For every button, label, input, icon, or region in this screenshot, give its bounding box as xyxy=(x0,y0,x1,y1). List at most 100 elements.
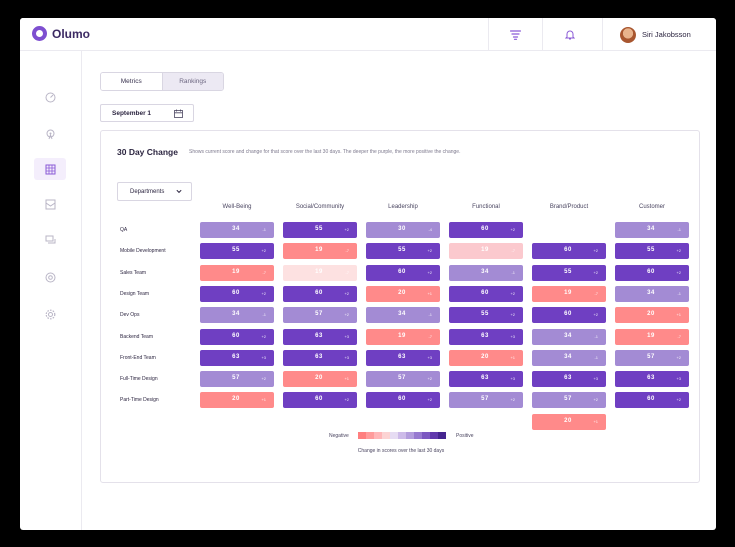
heatmap-cell[interactable]: 63 +3 xyxy=(615,371,689,388)
heatmap-cell[interactable]: 34 -1 xyxy=(366,307,440,324)
heatmap-cell[interactable]: 20 +1 xyxy=(615,307,689,324)
legend-swatch xyxy=(358,432,366,439)
cell-score: 60 xyxy=(647,268,655,275)
cell-change: +3 xyxy=(676,376,681,382)
cell-change: +1 xyxy=(344,376,349,382)
heatmap-cell[interactable]: 60 +2 xyxy=(615,264,689,281)
row-label: Sales Team xyxy=(120,269,147,276)
departments-dropdown[interactable]: Departments xyxy=(117,182,192,201)
cell-change: -7 xyxy=(428,333,432,339)
heatmap-cell[interactable]: 19 -7 xyxy=(283,264,357,281)
user-menu[interactable]: Siri Jakobsson xyxy=(602,18,716,51)
sidebar-item-metrics[interactable] xyxy=(34,158,66,180)
heatmap-cell[interactable]: 55 +2 xyxy=(532,264,606,281)
heatmap-cell[interactable]: 60 +2 xyxy=(449,222,523,238)
cell-score: 63 xyxy=(564,375,572,382)
filter-button[interactable] xyxy=(488,18,542,51)
heatmap-cell[interactable]: 63 +3 xyxy=(449,328,523,345)
sidebar-item-inbox[interactable] xyxy=(34,193,66,215)
heatmap-cell[interactable]: 34 -1 xyxy=(532,349,606,366)
cell-score: 30 xyxy=(398,226,406,232)
cell-change: +2 xyxy=(676,354,681,360)
cell-score: 19 xyxy=(315,268,323,275)
heatmap-cell[interactable]: 60 +2 xyxy=(283,392,357,409)
heatmap-cell[interactable]: 20 +1 xyxy=(366,285,440,302)
heatmap-cell[interactable]: 55 +2 xyxy=(200,243,274,260)
cell-change: -1 xyxy=(677,227,681,232)
sidebar-item-analytics[interactable] xyxy=(34,266,66,288)
heatmap-cell[interactable]: 55 +2 xyxy=(366,243,440,260)
heatmap-cell[interactable]: 19 -7 xyxy=(366,328,440,345)
app-screen: Olumo Siri Jakobsson xyxy=(20,18,716,530)
tab-rankings[interactable]: Rankings xyxy=(161,73,223,90)
cell-change: +2 xyxy=(593,312,598,318)
cell-change: -4 xyxy=(428,227,432,232)
heatmap-cell[interactable]: 19 -7 xyxy=(449,243,523,260)
heatmap-cell[interactable]: 60 +2 xyxy=(532,243,606,260)
heatmap-cell[interactable]: 34 -1 xyxy=(615,285,689,302)
heatmap-cell[interactable]: 19 -7 xyxy=(283,243,357,260)
heatmap-cell[interactable]: 20 +1 xyxy=(283,371,357,388)
heatmap-cell[interactable]: 60 +2 xyxy=(615,392,689,409)
heatmap-cell[interactable]: 20 +1 xyxy=(200,392,274,409)
filter-icon xyxy=(510,29,521,40)
cell-score: 55 xyxy=(564,268,572,275)
heatmap-cell[interactable]: 19 -7 xyxy=(200,264,274,281)
column-header: Functional xyxy=(472,204,500,210)
logo[interactable]: Olumo xyxy=(32,26,90,41)
sidebar-item-messages[interactable] xyxy=(34,229,66,251)
heatmap-cell[interactable]: 60 +2 xyxy=(200,328,274,345)
heatmap-cell[interactable]: 20 +1 xyxy=(449,349,523,366)
heatmap-cell[interactable]: 55 +2 xyxy=(449,307,523,324)
main-content: Metrics Rankings September 1 30 Day Chan… xyxy=(83,52,716,530)
heatmap-cell[interactable]: 34 -1 xyxy=(449,264,523,281)
heatmap-cell[interactable]: 34 -1 xyxy=(615,222,689,238)
heatmap-cell[interactable]: 34 -1 xyxy=(532,328,606,345)
notifications-button[interactable] xyxy=(542,18,596,51)
heatmap-cell[interactable]: 30 -4 xyxy=(366,222,440,238)
heatmap-cell[interactable]: 57 +2 xyxy=(366,371,440,388)
row-label: QA xyxy=(120,227,128,233)
heatmap-cell[interactable]: 63 +3 xyxy=(449,371,523,388)
row-label: Mobile Development xyxy=(120,248,166,255)
sidebar-item-pulse[interactable] xyxy=(34,123,66,145)
heatmap-cell[interactable]: 60 +2 xyxy=(366,264,440,281)
grid-icon xyxy=(45,164,55,174)
tab-metrics[interactable]: Metrics xyxy=(101,73,162,90)
heatmap-cell[interactable]: 63 +3 xyxy=(532,371,606,388)
heatmap-cell[interactable]: 60 +2 xyxy=(366,392,440,409)
heatmap-cell[interactable]: 63 +3 xyxy=(283,328,357,345)
heatmap-cell[interactable]: 34 -1 xyxy=(200,307,274,324)
heatmap-cell[interactable]: 60 +2 xyxy=(532,307,606,324)
legend-swatch xyxy=(374,432,382,439)
heatmap-cell[interactable]: 57 +2 xyxy=(200,371,274,388)
cell-score: 60 xyxy=(564,247,572,254)
heatmap-cell[interactable]: 63 +3 xyxy=(200,349,274,366)
cell-score: 55 xyxy=(481,311,489,318)
cell-score: 34 xyxy=(647,289,655,296)
heatmap-cell[interactable]: 60 +2 xyxy=(449,285,523,302)
cell-change: +2 xyxy=(427,397,432,403)
cell-score: 20 xyxy=(564,417,572,424)
cell-score: 34 xyxy=(232,311,240,318)
sidebar-item-dashboard[interactable] xyxy=(34,86,66,108)
heatmap-cell[interactable]: 63 +3 xyxy=(366,349,440,366)
heatmap-cell[interactable]: 34 -1 xyxy=(200,222,274,238)
cell-score: 60 xyxy=(481,226,489,232)
heatmap-cell[interactable]: 55 +2 xyxy=(615,243,689,260)
heatmap-cell[interactable]: 57 +2 xyxy=(532,392,606,409)
heatmap-cell[interactable]: 60 +2 xyxy=(283,285,357,302)
heatmap-cell[interactable]: 57 +2 xyxy=(449,392,523,409)
calendar-icon xyxy=(174,109,183,118)
sidebar-item-settings[interactable] xyxy=(34,303,66,325)
heatmap-cell[interactable]: 57 +2 xyxy=(615,349,689,366)
heatmap-cell[interactable]: 19 -7 xyxy=(615,328,689,345)
heatmap-cell[interactable]: 60 +2 xyxy=(200,285,274,302)
heatmap-cell[interactable]: 63 +3 xyxy=(283,349,357,366)
heatmap-cell[interactable]: 55 +2 xyxy=(283,222,357,238)
heatmap-cell[interactable]: 57 +2 xyxy=(283,307,357,324)
heatmap-cell[interactable]: 20 +1 xyxy=(532,413,606,430)
app-name: Olumo xyxy=(52,26,90,41)
heatmap-cell[interactable]: 19 -7 xyxy=(532,285,606,302)
date-picker[interactable]: September 1 xyxy=(100,104,194,122)
